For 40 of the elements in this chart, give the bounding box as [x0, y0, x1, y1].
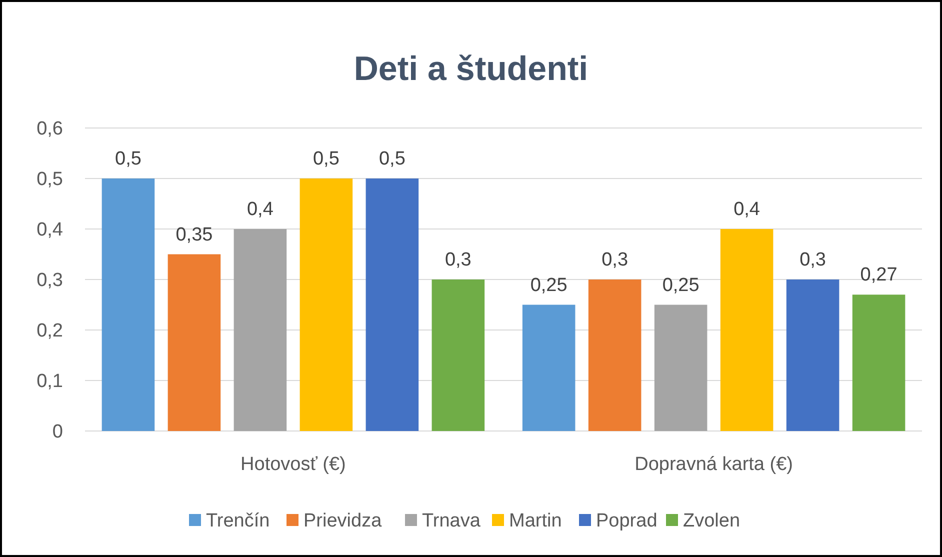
data-label: 0,25 — [530, 274, 568, 296]
legend-label: Martin — [509, 510, 562, 532]
data-label: 0,5 — [115, 148, 142, 170]
bar — [588, 280, 642, 431]
data-label: 0,4 — [246, 199, 274, 220]
legend-label: Zvolen — [683, 510, 740, 532]
data-label: 0,3 — [602, 250, 628, 270]
data-label: 0,3 — [800, 250, 826, 270]
bar — [432, 280, 485, 431]
bar — [852, 294, 906, 431]
chart-title: Deti a študenti — [354, 50, 588, 88]
bar — [720, 229, 774, 431]
bar — [366, 178, 419, 431]
data-label: 0,5 — [378, 148, 406, 170]
data-label: 0,4 — [734, 199, 760, 220]
bar — [102, 178, 155, 431]
y-tick-label: 0,6 — [36, 118, 63, 140]
data-label: 0,35 — [176, 224, 213, 246]
bar — [300, 178, 353, 431]
legend-label: Prievidza — [304, 510, 382, 532]
data-label: 0,5 — [312, 148, 340, 170]
y-tick-label: 0,2 — [36, 320, 63, 342]
y-tick-label: 0,1 — [36, 371, 63, 392]
data-label: 0,3 — [444, 250, 472, 270]
y-tick-label: 0,4 — [36, 220, 64, 241]
x-tick-label: Hotovosť (€) — [240, 454, 346, 475]
y-tick-label: 0,5 — [36, 169, 63, 190]
data-label: 0,27 — [860, 264, 898, 286]
y-tick-label: 0 — [52, 422, 63, 443]
data-label: 0,25 — [662, 274, 700, 296]
bar — [786, 280, 840, 431]
bar — [522, 304, 576, 431]
legend-label: Trnava — [422, 510, 481, 532]
x-tick-label: Dopravná karta (€) — [634, 454, 794, 475]
bar — [168, 254, 221, 431]
legend-label: Poprad — [596, 510, 658, 532]
legend-label: Trenčín — [206, 510, 270, 532]
bar — [654, 304, 708, 431]
bar — [234, 229, 287, 431]
y-tick-label: 0,3 — [36, 270, 63, 292]
